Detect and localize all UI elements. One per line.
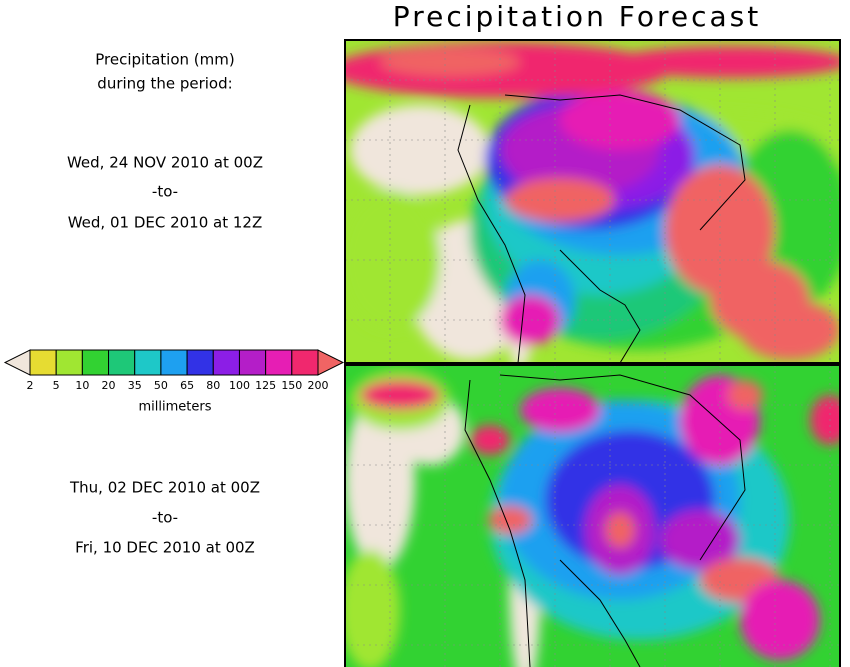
precip-area	[740, 580, 820, 660]
precip-area	[380, 48, 520, 76]
map-panel	[346, 41, 839, 362]
coastline	[457, 104, 526, 362]
intro-line: during the period:	[97, 75, 232, 93]
precip-field	[346, 42, 839, 362]
colorbar-tick-label: 80	[206, 379, 220, 392]
precip-area	[500, 295, 560, 345]
colorbar-swatch	[291, 349, 319, 376]
colorbar-swatch	[81, 349, 110, 376]
precip-area	[520, 388, 600, 432]
period-end: Wed, 01 DEC 2010 at 12Z	[68, 214, 263, 232]
colorbar-swatch	[108, 349, 136, 376]
precip-area	[610, 46, 839, 78]
period-separator: -to-	[152, 183, 178, 201]
precip-area	[346, 550, 400, 667]
precip-area	[560, 90, 680, 150]
precip-area	[360, 380, 440, 410]
precip-area	[505, 178, 615, 222]
precip-field	[346, 370, 839, 667]
colorbar-tick-label: 10	[75, 379, 89, 392]
precip-area	[346, 190, 440, 330]
colorbar-swatch	[160, 349, 188, 376]
period-end: Fri, 10 DEC 2010 at 00Z	[75, 539, 255, 557]
colorbar-swatch	[238, 349, 267, 376]
panel-frame	[344, 39, 841, 364]
coastline	[464, 379, 531, 667]
coastline	[504, 94, 746, 231]
precip-area	[350, 105, 490, 195]
colorbar-tick-label: 35	[128, 379, 142, 392]
title: Precipitation Forecast	[393, 0, 761, 33]
coastline	[559, 559, 641, 667]
coastline	[499, 374, 746, 561]
colorbar-tick-label: 65	[180, 379, 194, 392]
precip-area	[740, 300, 839, 360]
colorbar-swatch	[212, 349, 240, 376]
panel-frame	[344, 364, 841, 667]
precip-area	[605, 512, 635, 548]
precip-area	[810, 395, 839, 445]
colorbar-above	[317, 349, 345, 376]
legend-unit: millimeters	[139, 400, 212, 415]
colorbar-tick-label: 100	[229, 379, 250, 392]
colorbar-tick-label: 20	[102, 379, 116, 392]
colorbar: 2 5 10 20 35 50 65 80 100 125 150 200	[3, 349, 345, 392]
period-start: Wed, 24 NOV 2010 at 00Z	[67, 154, 263, 172]
colorbar-swatch	[186, 349, 214, 376]
period-separator: -to-	[152, 509, 178, 527]
colorbar-tick-label: 5	[53, 379, 60, 392]
map-panel	[346, 366, 839, 667]
precip-area	[470, 425, 510, 455]
colorbar-tick-label: 2	[27, 379, 34, 392]
colorbar-tick-label: 50	[154, 379, 168, 392]
colorbar-swatch	[55, 349, 83, 376]
precip-area	[727, 380, 763, 410]
colorbar-below	[3, 349, 31, 376]
colorbar-tick-label: 125	[255, 379, 276, 392]
period-start: Thu, 02 DEC 2010 at 00Z	[69, 479, 260, 497]
colorbar-swatch	[134, 349, 162, 376]
intro-line: Precipitation (mm)	[95, 51, 234, 69]
coastline	[559, 249, 641, 362]
colorbar-swatch	[29, 349, 57, 376]
colorbar-tick-label: 150	[281, 379, 302, 392]
precip-area	[660, 510, 740, 570]
colorbar-swatch	[265, 349, 293, 376]
colorbar-tick-label: 200	[308, 379, 329, 392]
precip-area	[488, 506, 532, 534]
